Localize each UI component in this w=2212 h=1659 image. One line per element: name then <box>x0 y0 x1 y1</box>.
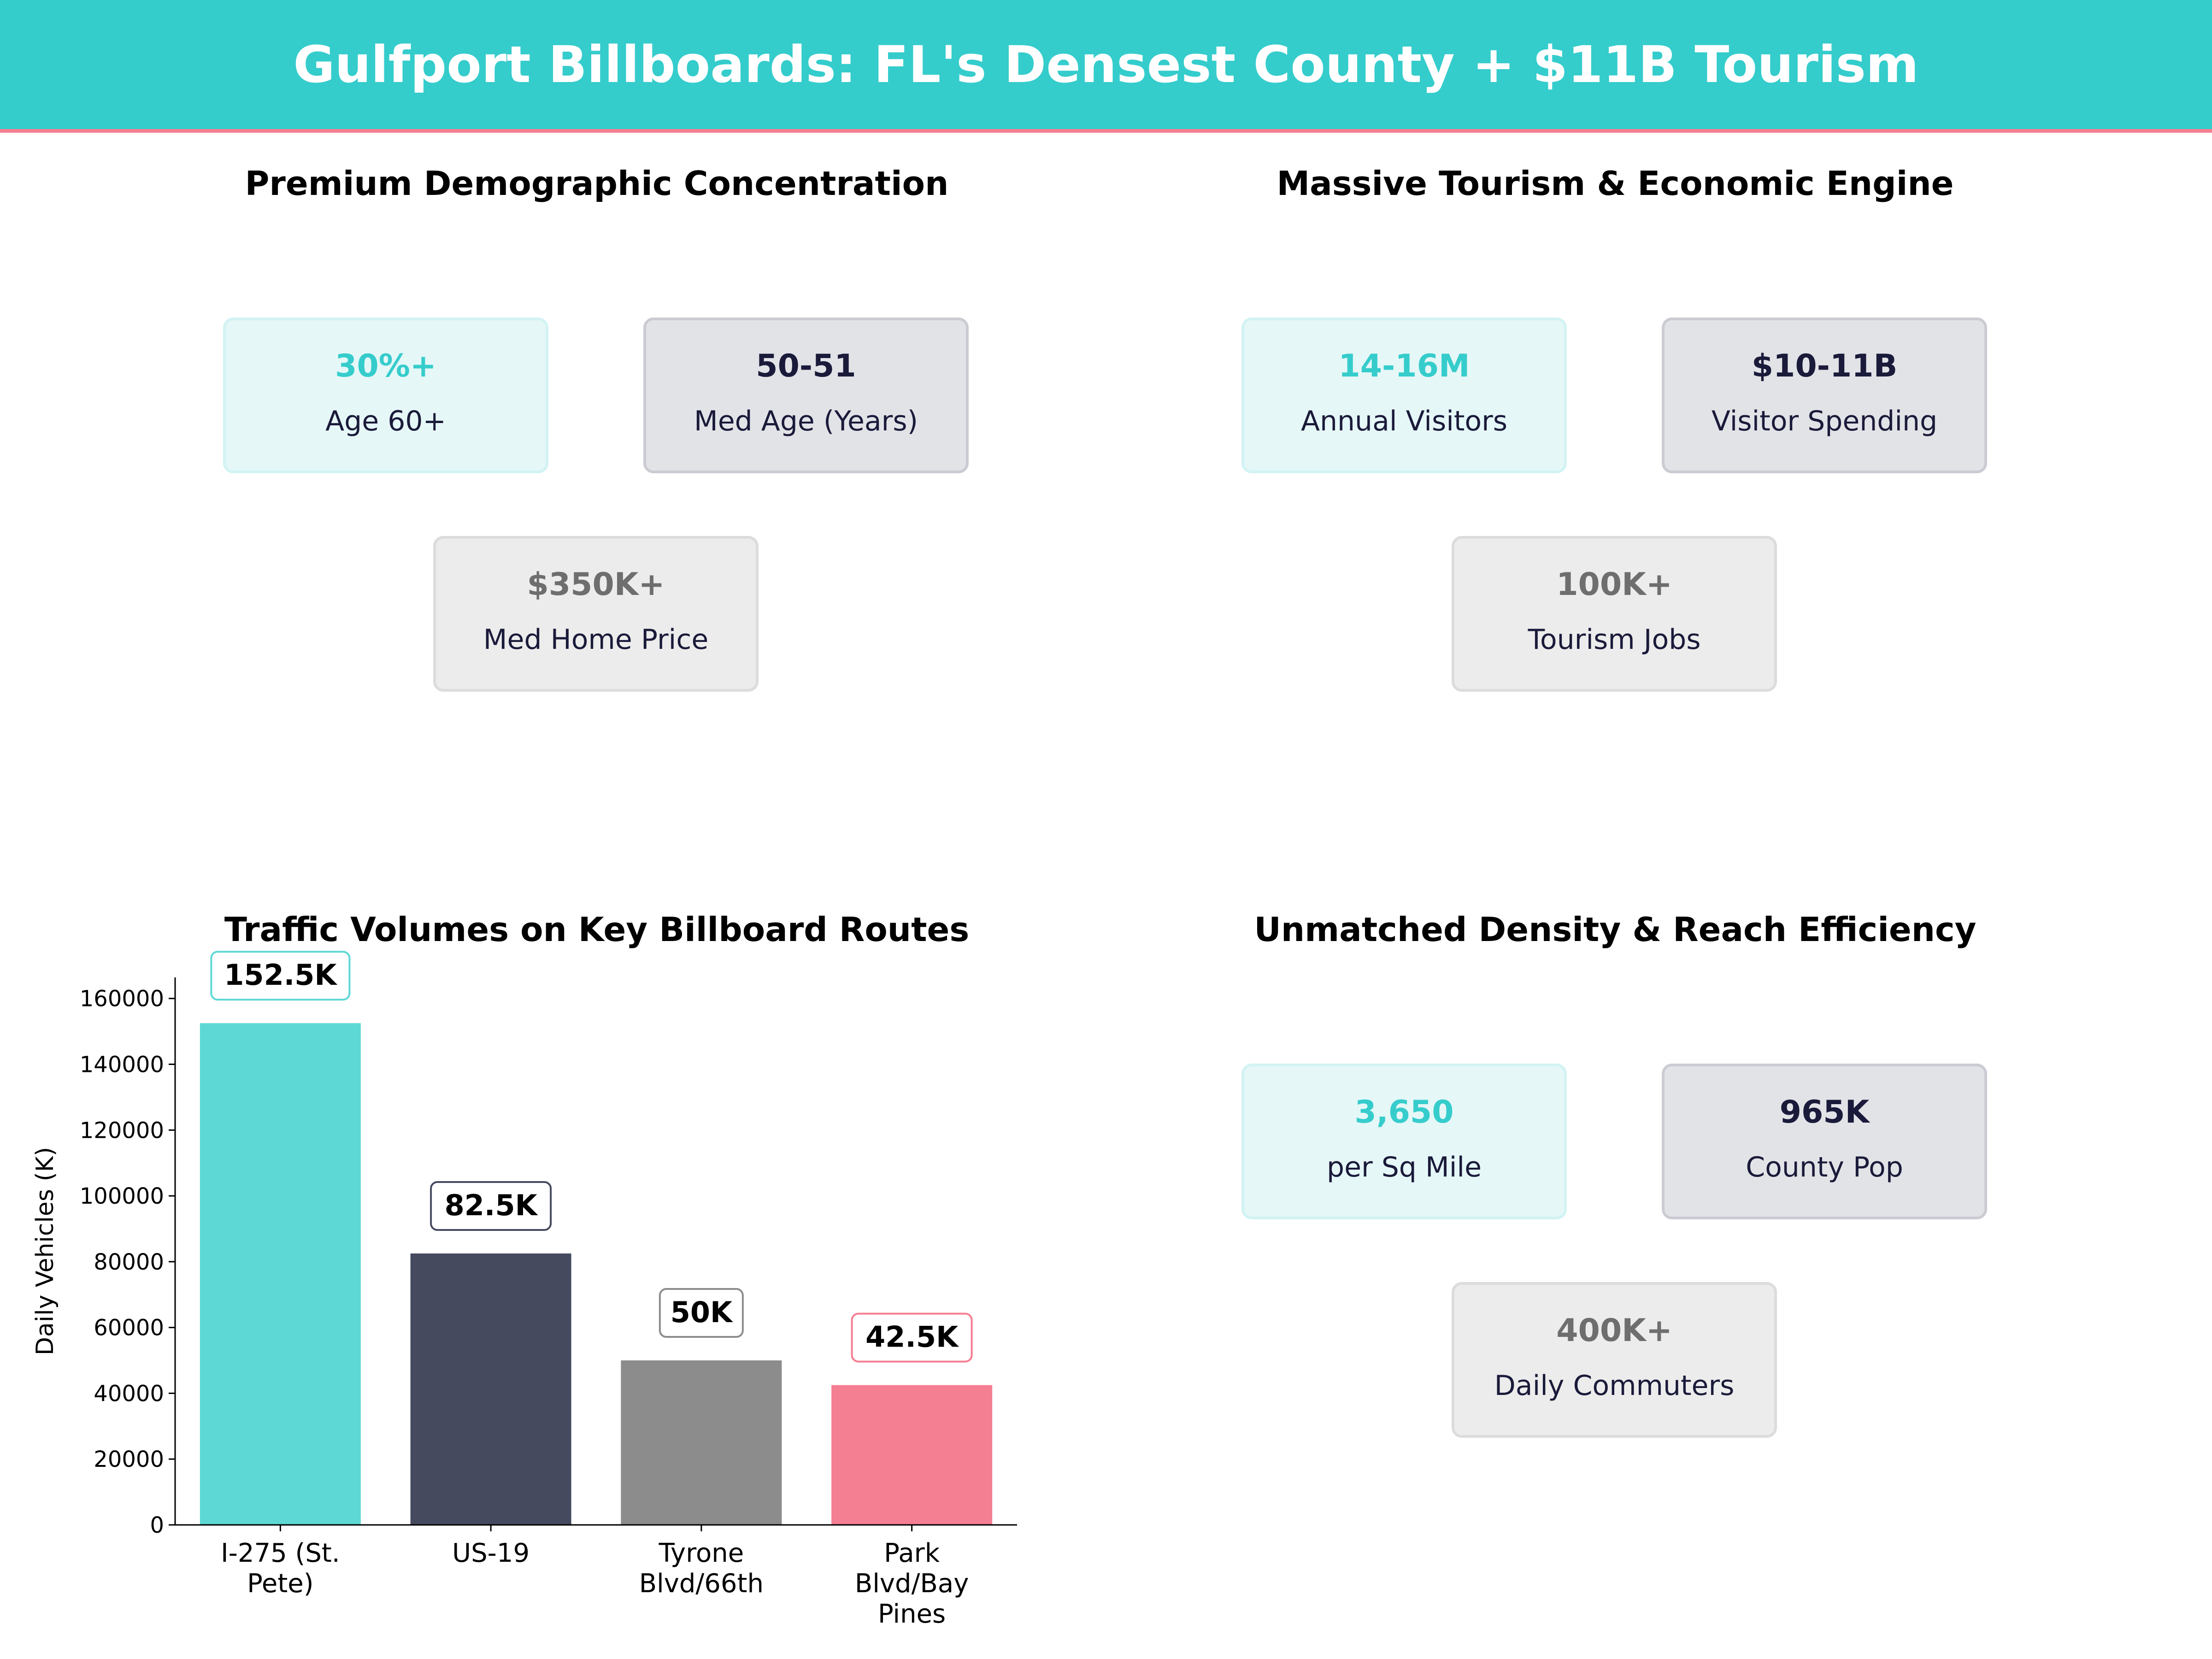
stat-label: Age 60+ <box>325 405 446 437</box>
stat-label: County Pop <box>1746 1151 1903 1183</box>
y-tick-label: 0 <box>150 1512 164 1538</box>
stat-label: Daily Commuters <box>1494 1370 1735 1402</box>
stat-value: 50-51 <box>756 348 856 384</box>
stat-value: 30%+ <box>335 348 436 384</box>
data-label-box <box>851 1312 973 1363</box>
data-label: 152.5K <box>224 958 337 992</box>
stat-value: 14-16M <box>1338 348 1470 384</box>
stat-label: Med Home Price <box>483 624 709 656</box>
stat-card-county-pop: 965K County Pop <box>1662 1064 1987 1219</box>
stat-value: $350K+ <box>527 566 665 603</box>
x-tick-label: I-275 (St. <box>221 1538 340 1568</box>
bar <box>831 1385 993 1525</box>
stat-value: 3,650 <box>1354 1094 1454 1130</box>
stat-label: per Sq Mile <box>1326 1151 1482 1183</box>
y-tick-label: 80000 <box>94 1249 164 1275</box>
stat-card-annual-visitors: 14-16M Annual Visitors <box>1241 318 1567 473</box>
stat-value: 400K+ <box>1556 1312 1672 1349</box>
y-tick-label: 120000 <box>80 1118 164 1143</box>
x-tick-label: US-19 <box>452 1538 529 1568</box>
data-label: 82.5K <box>445 1188 538 1222</box>
y-tick-label: 60000 <box>94 1315 164 1341</box>
y-tick-label: 20000 <box>94 1447 164 1472</box>
y-tick-label: 160000 <box>80 986 164 1012</box>
stat-card-visitor-spending: $10-11B Visitor Spending <box>1662 318 1987 473</box>
stat-value: 100K+ <box>1556 566 1672 603</box>
stat-label: Tourism Jobs <box>1528 624 1701 656</box>
panel-title-density: Unmatched Density & Reach Efficiency <box>1254 910 1977 949</box>
stat-value: 965K <box>1779 1094 1870 1130</box>
stat-card-home-price: $350K+ Med Home Price <box>433 536 759 692</box>
x-tick-label: Blvd/66th <box>639 1569 764 1599</box>
x-tick-label: Blvd/Bay <box>855 1569 969 1599</box>
bar <box>621 1360 782 1525</box>
data-label-box <box>210 951 351 1001</box>
y-tick-label: 40000 <box>94 1381 164 1406</box>
stat-card-tourism-jobs: 100K+ Tourism Jobs <box>1452 536 1777 692</box>
stat-card-density: 3,650 per Sq Mile <box>1241 1064 1567 1219</box>
stat-label: Visitor Spending <box>1711 405 1938 437</box>
panel-title-tourism: Massive Tourism & Economic Engine <box>1277 164 1954 203</box>
data-label-box <box>430 1181 552 1231</box>
stat-card-median-age: 50-51 Med Age (Years) <box>643 318 969 473</box>
x-tick-label: Pete) <box>247 1569 313 1599</box>
bar <box>200 1023 361 1525</box>
stat-value: $10-11B <box>1751 348 1898 384</box>
panel-title-demographics: Premium Demographic Concentration <box>245 164 949 203</box>
stat-label: Annual Visitors <box>1300 405 1508 437</box>
y-tick-label: 140000 <box>80 1052 164 1077</box>
page-title: Gulfport Billboards: FL's Densest County… <box>293 35 1919 94</box>
y-tick-label: 100000 <box>80 1183 164 1209</box>
x-tick-label: Pines <box>878 1599 946 1629</box>
header-banner: Gulfport Billboards: FL's Densest County… <box>0 0 2212 133</box>
stat-card-age-60: 30%+ Age 60+ <box>223 318 548 473</box>
stat-label: Med Age (Years) <box>694 405 918 437</box>
x-tick-label: Tyrone <box>659 1538 744 1568</box>
bar <box>410 1253 571 1525</box>
data-label-box <box>659 1288 744 1338</box>
data-label: 50K <box>671 1295 733 1329</box>
y-axis-label: Daily Vehicles (K) <box>31 1147 59 1355</box>
chart-title: Traffic Volumes on Key Billboard Routes <box>224 910 970 949</box>
x-tick-label: Park <box>884 1538 940 1568</box>
stat-card-commuters: 400K+ Daily Commuters <box>1452 1282 1777 1438</box>
data-label: 42.5K <box>865 1320 959 1354</box>
